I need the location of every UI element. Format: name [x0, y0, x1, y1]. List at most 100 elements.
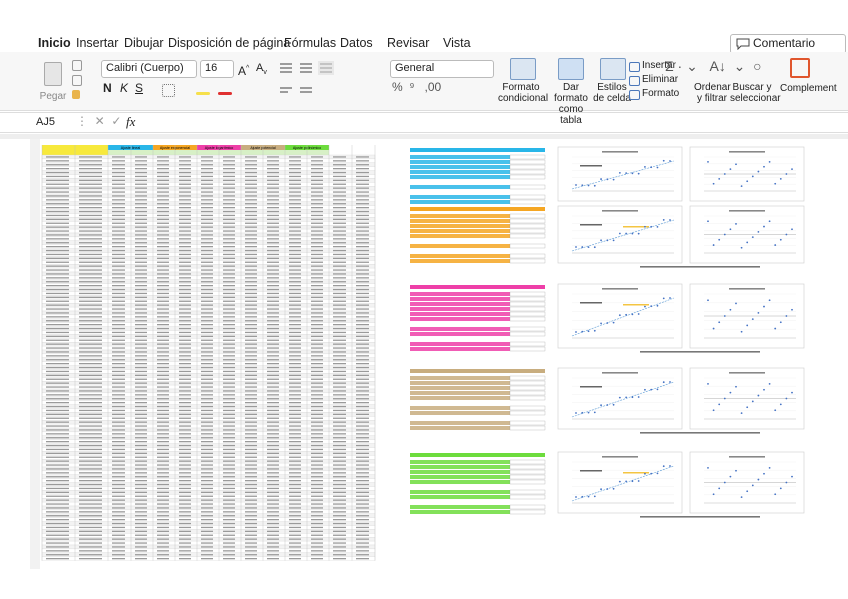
cell-text	[179, 480, 191, 482]
cut-icon[interactable]	[72, 60, 82, 71]
cell-text	[267, 355, 279, 357]
cell-text	[356, 491, 369, 493]
cell-text	[223, 522, 235, 525]
cells-icon[interactable]	[629, 90, 640, 100]
cell-text	[333, 168, 346, 170]
cell-text	[135, 526, 147, 529]
chart-point	[662, 297, 665, 300]
borders-button[interactable]	[162, 84, 175, 97]
name-box[interactable]: AJ5	[36, 116, 55, 128]
editing-button[interactable]: Buscar y seleccionar	[730, 82, 781, 104]
cells-button[interactable]: Formato	[642, 88, 680, 99]
conditional-format-icon[interactable]	[510, 58, 536, 80]
ribbon-tab[interactable]: Datos	[340, 36, 373, 50]
cell-text	[289, 281, 301, 283]
ribbon-tab[interactable]: Revisar	[387, 36, 430, 50]
cell-text	[245, 257, 257, 259]
editing-button[interactable]: Ordenar y filtrar	[694, 82, 731, 104]
cell-text	[135, 160, 147, 162]
cell-text	[46, 351, 69, 353]
cell-text	[333, 351, 346, 353]
ribbon-tab[interactable]: Dibujar	[124, 36, 164, 50]
cell-text	[157, 195, 169, 197]
cell-text	[112, 398, 125, 400]
cell-text	[135, 175, 147, 178]
cell-text	[179, 312, 191, 314]
cell-text	[157, 421, 169, 423]
cell-text	[223, 374, 235, 376]
cell-text	[311, 257, 323, 259]
cell-text	[201, 160, 213, 162]
format-painter[interactable]	[72, 90, 80, 99]
residual-point	[746, 324, 749, 327]
ribbon-tab[interactable]: Fórmulas	[284, 36, 337, 50]
styles-button[interactable]: Dar formato como tabla	[554, 82, 588, 126]
ribbon-tab[interactable]: Inicio	[38, 36, 71, 54]
cell-styles-icon[interactable]	[600, 58, 626, 80]
residual-point	[723, 173, 726, 175]
cell-text	[201, 530, 213, 532]
chart-point	[625, 480, 628, 483]
cell-text	[179, 409, 191, 412]
cell-text	[46, 460, 69, 462]
font-select[interactable]: Calibri (Cuerpo)	[101, 60, 197, 78]
cell-text	[333, 534, 346, 536]
font-size-select[interactable]: 16	[200, 60, 234, 78]
cell-text	[223, 175, 235, 178]
chart-caption	[640, 432, 760, 434]
cell-text	[201, 261, 213, 263]
cell-text	[223, 312, 235, 314]
cell-text	[245, 460, 257, 462]
cell-text	[46, 210, 69, 213]
ribbon-tab[interactable]: Disposición de página	[168, 36, 291, 50]
cell-text	[289, 168, 301, 170]
styles-button[interactable]: Estilos de celda	[593, 82, 631, 104]
cell-text	[223, 308, 235, 310]
cells-button[interactable]: Insertar	[642, 60, 676, 71]
cell-text	[267, 499, 279, 501]
cells-icon[interactable]	[629, 76, 640, 86]
number-format[interactable]: General	[390, 60, 494, 78]
addins-icon[interactable]	[790, 58, 810, 78]
underline-button[interactable]: S	[135, 81, 144, 95]
cell-text	[223, 324, 235, 326]
fx-button[interactable]: fx	[126, 114, 136, 129]
styles-button[interactable]: Formato condicional	[498, 82, 549, 104]
bold-button[interactable]: N	[103, 81, 112, 95]
ribbon-tab[interactable]: Vista	[443, 36, 471, 50]
cell-text	[245, 554, 257, 556]
cell-text	[46, 378, 69, 380]
cell-text	[157, 534, 169, 536]
ribbon-tab[interactable]: Insertar	[76, 36, 119, 50]
cell-text	[333, 398, 346, 400]
cell-text	[79, 437, 102, 439]
font-color[interactable]	[218, 92, 232, 95]
cell-text	[157, 370, 169, 373]
cell-text	[223, 242, 235, 244]
cell-text	[267, 203, 279, 205]
copy-icon[interactable]	[72, 75, 82, 86]
residual-point	[774, 327, 777, 330]
cells-button[interactable]: Eliminar	[642, 74, 679, 85]
addins-label[interactable]: Complement	[780, 83, 837, 94]
paste-icon[interactable]	[44, 62, 62, 86]
cell-text	[245, 429, 257, 431]
table-format-icon[interactable]	[558, 58, 584, 80]
cell-text	[333, 558, 346, 560]
cell-text	[135, 179, 147, 181]
fill-color[interactable]	[196, 92, 210, 95]
stats-value	[509, 346, 546, 352]
stats-value	[509, 291, 546, 297]
cells-icon[interactable]	[629, 62, 640, 72]
cell-text	[311, 503, 323, 505]
cell-text	[179, 378, 191, 380]
chart-point	[587, 495, 590, 498]
cell-text	[112, 542, 125, 544]
cell-text	[201, 234, 213, 236]
cell-text	[311, 327, 323, 330]
cell-text	[356, 433, 369, 435]
cell-text	[333, 515, 346, 517]
italic-button[interactable]: K	[120, 81, 129, 95]
cell-text	[356, 382, 369, 384]
cell-text	[135, 503, 147, 505]
